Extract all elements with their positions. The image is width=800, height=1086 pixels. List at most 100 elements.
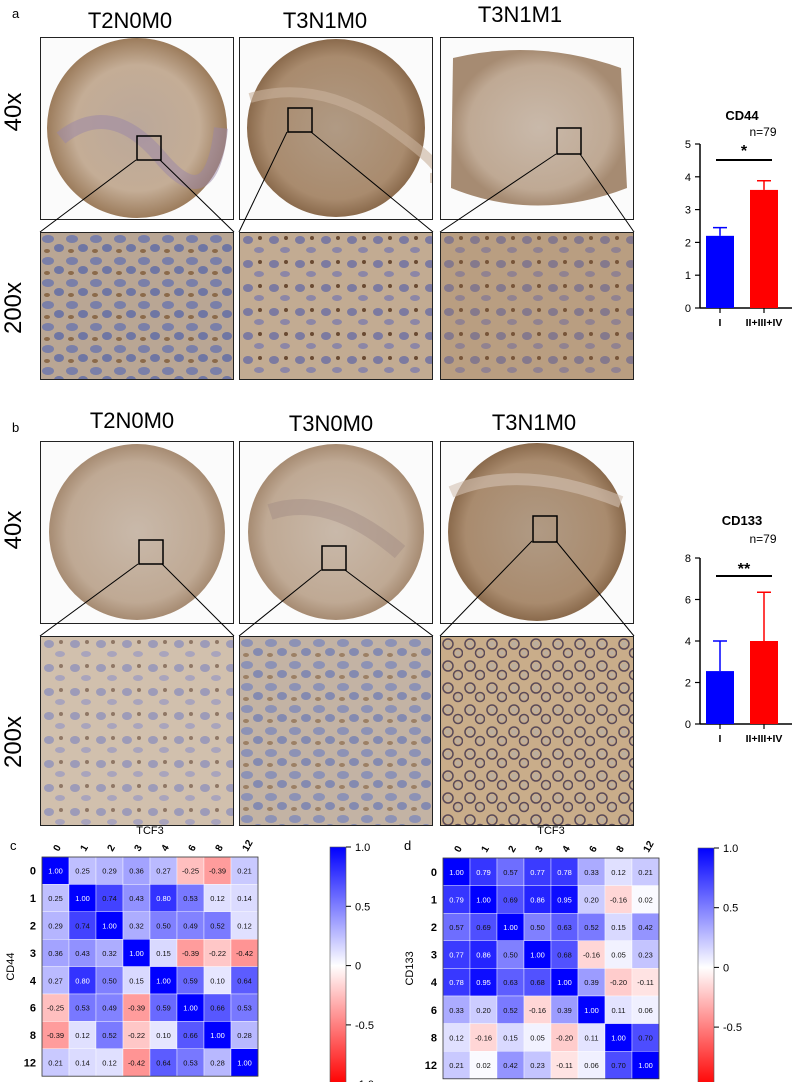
cd133-heat-cell-value-4-5: 0.39 xyxy=(584,978,599,987)
cd133-heat-col-label-1: 1 xyxy=(480,844,493,855)
cd44-heat-cell-value-7-0: 0.21 xyxy=(48,1059,63,1068)
cd133-heat-cell-value-4-2: 0.63 xyxy=(503,978,518,987)
cd133-heat-cell-4-1 xyxy=(469,968,498,997)
cd133-heat-cell-4-0 xyxy=(442,968,471,997)
cd133-heat-col-label-7: 12 xyxy=(642,839,657,855)
cd44-xtick-label-0: I xyxy=(719,317,722,329)
cd133-heat-cell-value-2-7: 0.42 xyxy=(638,923,653,932)
cd133-heat-cell-value-6-7: 0.70 xyxy=(638,1033,653,1042)
panel-b-core-image-1 xyxy=(40,441,234,624)
cd133-heat-cell-value-0-5: 0.33 xyxy=(584,868,599,877)
cd44-heat-cell-5-0 xyxy=(41,993,70,1022)
cd133-heat-cell-value-3-1: 0.86 xyxy=(476,951,491,960)
cd133-heat-cell-value-6-2: 0.15 xyxy=(503,1033,518,1042)
cd133-heat-cell-6-3 xyxy=(523,1023,552,1052)
cd44-heat-colorbar-label-0: 1.0 xyxy=(355,842,370,854)
cd44-bar-chart: CD44 n=79 * 0 1 2 3 4 5 I II+III+IV xyxy=(685,108,792,329)
cd44-heat-cell-7-7 xyxy=(230,1048,259,1077)
cd44-heat-title: TCF3 xyxy=(136,825,164,837)
cd133-heat-grid-border xyxy=(442,857,660,1080)
cd44-heat-cell-value-6-1: 0.12 xyxy=(75,1031,90,1040)
cd44-heat-cell-value-5-4: 0.59 xyxy=(156,1004,171,1013)
cd133-heat-cell-value-1-0: 0.79 xyxy=(449,895,464,904)
cd133-heat-cell-value-1-2: 0.69 xyxy=(503,895,518,904)
cd44-heat-cell-value-1-0: 0.25 xyxy=(48,894,63,903)
cd133-heat-cell-7-0 xyxy=(442,1050,471,1079)
cd44-ytick-label-1: 1 xyxy=(685,270,691,282)
cd44-heat-cell-value-7-2: 0.12 xyxy=(102,1059,117,1068)
cd44-heat-cell-value-7-5: 0.53 xyxy=(183,1059,198,1068)
panel-b-column-title-3: T3N1M0 xyxy=(491,410,577,435)
cd133-heat-cell-7-1 xyxy=(469,1050,498,1079)
cd133-heat-col-label-6: 8 xyxy=(615,844,628,855)
cd133-heat-cell-4-7 xyxy=(631,968,660,997)
cd44-heat-cell-value-7-4: 0.64 xyxy=(156,1059,171,1068)
cd133-heat-cell-3-2 xyxy=(496,940,525,969)
cd133-heat-cell-0-4 xyxy=(550,857,579,886)
cd133-heat-cell-value-1-6: -0.16 xyxy=(610,895,627,904)
cd133-heat-cell-value-7-1: 0.02 xyxy=(476,1061,491,1070)
panel-b-zoom-lines xyxy=(39,540,635,637)
cd44-heat-cell-value-4-3: 0.15 xyxy=(129,976,144,985)
cd133-heat-cell-value-7-3: 0.23 xyxy=(530,1061,545,1070)
cd44-ytick-label-5: 5 xyxy=(685,139,691,151)
cd133-heat-cell-1-4 xyxy=(550,885,579,914)
cd44-heat-cell-value-2-3: 0.32 xyxy=(129,922,144,931)
cd44-heat-cell-value-3-0: 0.36 xyxy=(48,949,63,958)
cd133-ytick-label-3: 6 xyxy=(685,595,691,607)
cd133-heat-cell-value-0-6: 0.12 xyxy=(611,868,626,877)
cd133-heat-cell-2-5 xyxy=(577,912,606,941)
cd44-heat-cell-value-2-4: 0.50 xyxy=(156,922,171,931)
cd44-heat-cell-4-1 xyxy=(68,966,97,995)
cd44-heat-cell-1-2 xyxy=(95,884,124,913)
cd133-heat-cell-3-4 xyxy=(550,940,579,969)
cd44-heat-cell-value-6-0: -0.39 xyxy=(47,1031,64,1040)
cd44-xtick-label-1: II+III+IV xyxy=(746,317,783,329)
cd44-heat-row-label-2: 2 xyxy=(30,921,36,933)
cd133-heat-cell-4-5 xyxy=(577,968,606,997)
cd44-heat-cell-value-3-5: -0.39 xyxy=(182,949,199,958)
cd44-heat-col-label-6: 8 xyxy=(214,843,227,854)
cd133-heat-cell-1-1 xyxy=(469,885,498,914)
cd133-heat-cell-value-3-4: 0.68 xyxy=(557,951,572,960)
cd44-heat-cell-value-2-7: 0.12 xyxy=(237,922,252,931)
cd133-ytick-label-4: 8 xyxy=(685,553,691,565)
cd44-heat-cell-value-1-6: 0.12 xyxy=(210,894,225,903)
cd133-heat-cell-value-3-2: 0.50 xyxy=(503,951,518,960)
cd133-heat-cell-value-6-5: 0.11 xyxy=(584,1033,598,1042)
cd44-heat-cell-6-7 xyxy=(230,1021,259,1049)
cd133-heat-cell-3-5 xyxy=(577,940,606,969)
cd133-heat-row-label-4: 4 xyxy=(431,977,438,989)
cd133-xtick-label-1: II+III+IV xyxy=(746,733,783,745)
cd44-heat-cell-value-5-6: 0.66 xyxy=(210,1004,225,1013)
cd44-heat-cell-1-6 xyxy=(203,884,232,913)
cd133-heat-col-label-3: 3 xyxy=(534,844,547,855)
cd133-heat-col-label-0: 0 xyxy=(453,844,466,855)
cd133-ytick-label-1: 2 xyxy=(685,678,691,690)
cd44-heat-cell-value-0-6: -0.39 xyxy=(209,867,226,876)
cd44-heat-cell-5-7 xyxy=(230,993,259,1022)
cd133-bar-1 xyxy=(750,641,778,724)
cd44-heat-cell-6-2 xyxy=(95,1021,124,1049)
cd133-heat-cell-value-0-1: 0.79 xyxy=(476,868,491,877)
cd44-heat-cell-7-4 xyxy=(149,1048,178,1077)
cd44-heat-cell-3-3 xyxy=(122,938,151,967)
panel-a-column-title-2: T3N1M0 xyxy=(282,8,368,33)
cd44-heat-row-label-6: 8 xyxy=(30,1030,36,1042)
cd133-heat-cell-5-0 xyxy=(442,995,471,1024)
cd44-heat-col-label-3: 3 xyxy=(133,843,146,854)
panel-b-core-image-3 xyxy=(440,441,634,624)
cd133-heat-cell-6-0 xyxy=(442,1023,471,1052)
cd44-heat-cell-value-5-2: 0.49 xyxy=(102,1004,117,1013)
cd44-heat-cell-value-0-4: 0.27 xyxy=(156,867,171,876)
cd44-heat-cell-2-1 xyxy=(68,911,97,940)
cd44-heat-cell-value-2-5: 0.49 xyxy=(183,922,198,931)
cd44-heat-cell-value-6-3: -0.22 xyxy=(128,1031,145,1040)
cd133-heat-cell-7-4 xyxy=(550,1050,579,1079)
cd44-heat-grid-border xyxy=(41,856,259,1077)
cd44-heat-cell-5-2 xyxy=(95,993,124,1022)
panel-b-column-title-2: T3N0M0 xyxy=(288,411,374,436)
cd133-heat-colorbar-label-3: -0.5 xyxy=(723,1022,742,1034)
cd44-heat-cell-0-1 xyxy=(68,856,97,885)
